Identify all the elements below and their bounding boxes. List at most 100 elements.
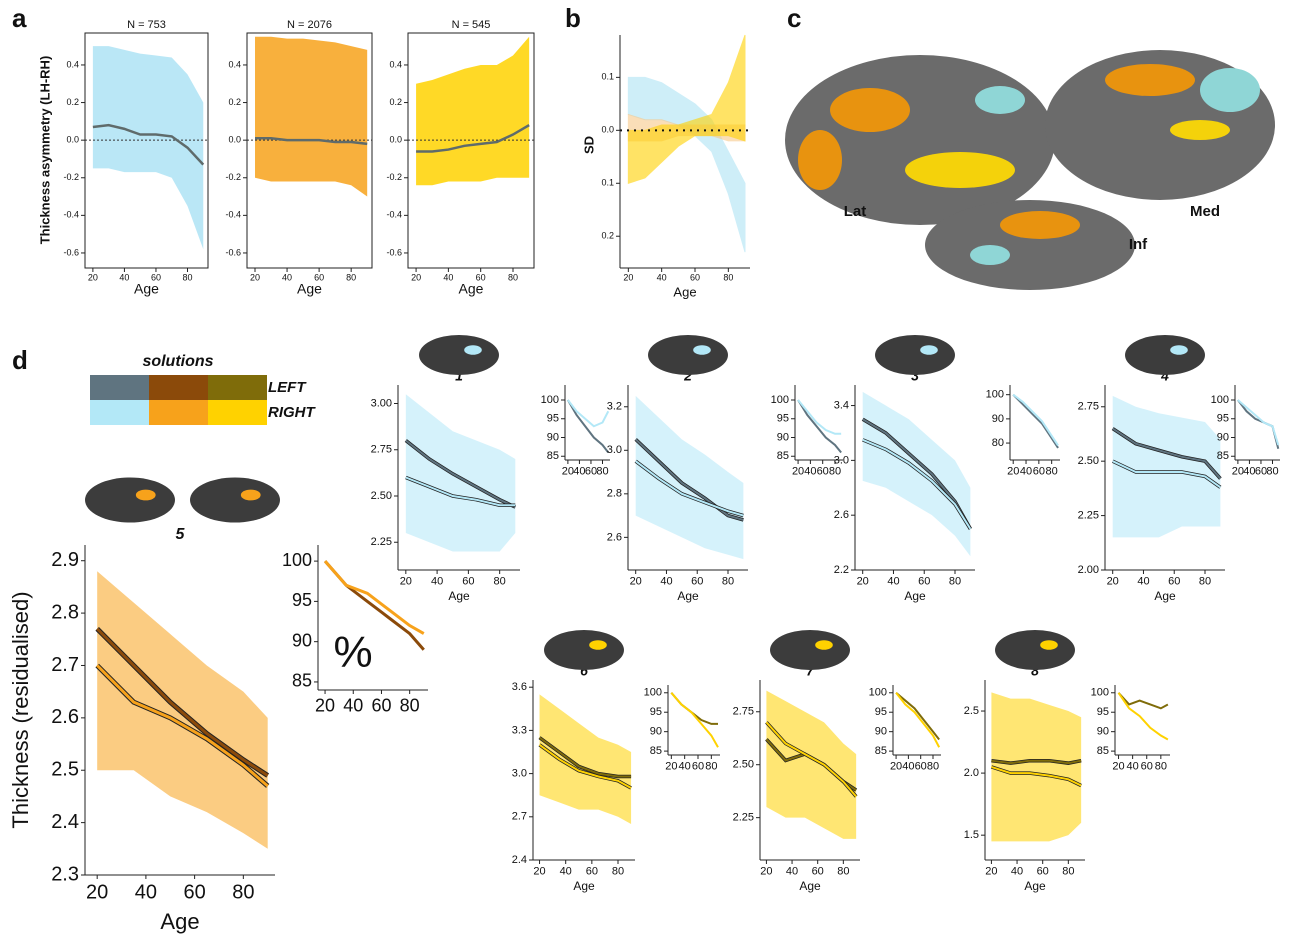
x-tick-label: 60 (183, 881, 205, 903)
y-tick-label: 2.25 (1078, 509, 1099, 521)
y-tick-label: 0.0 (389, 135, 402, 145)
y-tick-label: 2.4 (512, 854, 527, 866)
x-tick-label: 20 (665, 761, 677, 773)
x-tick-label: 60 (1141, 761, 1153, 773)
x-tick-label: 80 (596, 466, 608, 478)
x-tick-label: 80 (705, 761, 717, 773)
y-tick-label: 0.4 (66, 59, 79, 69)
brain-region (464, 345, 482, 355)
blob (830, 88, 910, 132)
brain-icon (770, 630, 850, 670)
legend-swatch (149, 400, 208, 425)
solution-number: 8 (1031, 663, 1039, 679)
blob (1200, 68, 1260, 112)
y-tick-label: 2.8 (51, 601, 79, 623)
x-tick-label: 40 (660, 576, 672, 588)
y-tick-label: 90 (1097, 726, 1109, 738)
inset-line-left (1117, 692, 1169, 710)
y-tick-label: 80 (992, 437, 1004, 449)
panel-letter: c (787, 3, 801, 33)
x-tick-label: 40 (902, 761, 914, 773)
fit-line-left (991, 759, 1082, 765)
y-tick-label: 2.6 (51, 706, 79, 728)
blob (970, 245, 1010, 265)
legend-row: LEFT (268, 379, 307, 396)
solution-number: 7 (806, 663, 815, 679)
y-tick-label: 2.6 (834, 509, 849, 521)
y-tick-label: 100 (771, 394, 789, 406)
x-tick-label: 40 (887, 576, 899, 588)
y-tick-label: 3.0 (512, 768, 527, 780)
scatter-spread (991, 692, 1082, 842)
mean-line (255, 137, 368, 146)
scatter-spread (405, 394, 516, 552)
axes-box (246, 32, 373, 269)
inset-line-left (895, 692, 940, 741)
y-tick-label: 0.2 (389, 97, 402, 107)
x-tick-label: 80 (1155, 761, 1167, 773)
y-tick-label: 3.6 (512, 681, 527, 693)
x-tick-label: 40 (1137, 576, 1149, 588)
x-axis-label: Age (573, 879, 595, 893)
blob (798, 130, 842, 190)
y-tick-label: 3.4 (834, 399, 849, 411)
x-tick-label: 80 (1046, 466, 1058, 478)
y-tick-label: 3.0 (607, 444, 622, 456)
y-tick-label: 100 (1211, 394, 1229, 406)
y-tick-label: 2.75 (733, 706, 754, 718)
y-tick-label: -0.4 (386, 210, 402, 220)
x-tick-label: 20 (250, 273, 260, 283)
x-tick-label: 20 (411, 273, 421, 283)
brain-region (815, 640, 833, 650)
y-tick-label: 90 (1217, 431, 1229, 443)
y-tick-label: 95 (292, 590, 312, 610)
percent-symbol: % (333, 628, 372, 677)
legend-swatch (90, 375, 149, 400)
y-tick-label: 2.9 (51, 549, 79, 571)
panel-letter: a (12, 3, 27, 33)
x-tick-label: 60 (314, 273, 324, 283)
x-axis-label: Age (677, 589, 699, 603)
y-tick-label: 2.50 (1078, 455, 1099, 467)
spread-band (255, 36, 368, 197)
y-tick-label: 2.50 (371, 490, 392, 502)
y-tick-label: 100 (986, 389, 1004, 401)
y-tick-label: -0.2 (225, 172, 241, 182)
y-tick-label: 90 (992, 413, 1004, 425)
y-tick-label: 95 (875, 706, 887, 718)
fit-line-right (635, 460, 744, 517)
x-tick-label: 60 (817, 466, 829, 478)
y-tick-label: 0.4 (389, 59, 402, 69)
x-tick-label: 20 (857, 576, 869, 588)
fit-line-right (1112, 460, 1221, 489)
y-tick-label: 0.0 (601, 125, 614, 135)
blob (905, 152, 1015, 188)
y-tick-label: 2.6 (607, 531, 622, 543)
y-tick-label: 2.7 (512, 811, 527, 823)
x-tick-label: 40 (804, 466, 816, 478)
x-tick-label: 60 (1037, 866, 1049, 878)
x-tick-label: 80 (949, 576, 961, 588)
fit-line-right (405, 476, 516, 507)
y-tick-label: 3.3 (512, 724, 527, 736)
x-tick-label: 60 (462, 576, 474, 588)
y-tick-label: 100 (644, 687, 662, 699)
brain-icon (875, 335, 955, 375)
x-tick-label: 60 (1033, 466, 1045, 478)
x-axis-label: Age (448, 589, 470, 603)
x-tick-label: 20 (985, 866, 997, 878)
fit-line-left (405, 439, 516, 509)
y-tick-label: 2.75 (371, 444, 392, 456)
x-tick-label: 60 (151, 273, 161, 283)
y-tick-label: 100 (1091, 687, 1109, 699)
view-label: Lat (844, 203, 867, 220)
x-tick-label: 40 (786, 866, 798, 878)
axes-box (407, 32, 535, 269)
x-tick-label: 40 (657, 273, 667, 283)
y-tick-label: 3.0 (834, 454, 849, 466)
x-tick-label: 60 (918, 576, 930, 588)
fit-line-right (96, 664, 269, 788)
x-tick-label: 20 (792, 466, 804, 478)
y-tick-label: 2.4 (51, 811, 79, 833)
